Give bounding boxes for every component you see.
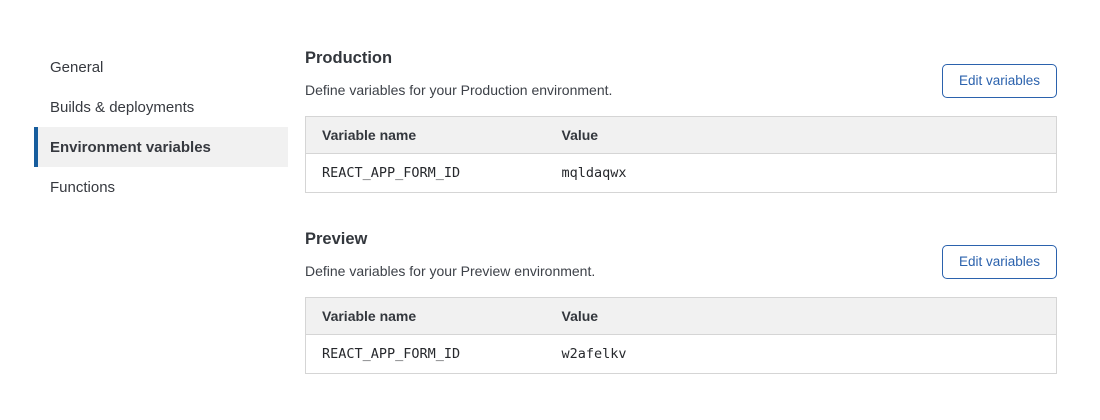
preview-section: Preview Define variables for your Previe… <box>305 229 1057 374</box>
value-header: Value <box>545 116 1057 154</box>
settings-sidebar: General Builds & deployments Environment… <box>0 0 288 374</box>
production-section: Production Define variables for your Pro… <box>305 48 1057 193</box>
sidebar-item-label: Functions <box>50 178 116 196</box>
sidebar-item-general[interactable]: General <box>34 47 288 87</box>
preview-section-text: Preview Define variables for your Previe… <box>305 229 595 280</box>
sidebar-item-label: Builds & deployments <box>50 98 195 116</box>
sidebar-item-builds-deployments[interactable]: Builds & deployments <box>34 87 288 127</box>
environment-variables-panel: Production Define variables for your Pro… <box>288 0 1100 374</box>
variable-name-header: Variable name <box>305 116 546 154</box>
preview-section-header: Preview Define variables for your Previe… <box>305 229 1057 280</box>
preview-variables-table: Variable name Value REACT_APP_FORM_ID w2… <box>305 297 1057 374</box>
variable-name-cell: REACT_APP_FORM_ID <box>305 153 546 193</box>
variable-value-cell: w2afelkv <box>545 334 1057 374</box>
sidebar-item-label: Environment variables <box>50 138 211 156</box>
sidebar-item-label: General <box>50 58 104 76</box>
production-variables-table: Variable name Value REACT_APP_FORM_ID mq… <box>305 116 1057 193</box>
settings-page: General Builds & deployments Environment… <box>0 0 1100 374</box>
sidebar-item-functions[interactable]: Functions <box>34 167 288 207</box>
table-row: REACT_APP_FORM_ID w2afelkv <box>305 334 1057 374</box>
value-header: Value <box>545 297 1057 335</box>
sidebar-item-environment-variables[interactable]: Environment variables <box>34 127 288 167</box>
variable-name-cell: REACT_APP_FORM_ID <box>305 334 546 374</box>
table-row: REACT_APP_FORM_ID mqldaqwx <box>305 153 1057 193</box>
production-edit-variables-button[interactable]: Edit variables <box>941 64 1057 98</box>
production-description: Define variables for your Production env… <box>305 82 613 98</box>
variable-value-cell: mqldaqwx <box>545 153 1057 193</box>
table-header-row: Variable name Value <box>305 116 1057 154</box>
production-section-text: Production Define variables for your Pro… <box>305 48 612 99</box>
preview-description: Define variables for your Preview enviro… <box>305 263 596 279</box>
production-title: Production <box>305 49 393 67</box>
production-section-header: Production Define variables for your Pro… <box>305 48 1057 99</box>
preview-title: Preview <box>305 230 368 248</box>
variable-name-header: Variable name <box>305 297 546 335</box>
preview-edit-variables-button[interactable]: Edit variables <box>941 245 1057 279</box>
table-header-row: Variable name Value <box>305 297 1057 335</box>
